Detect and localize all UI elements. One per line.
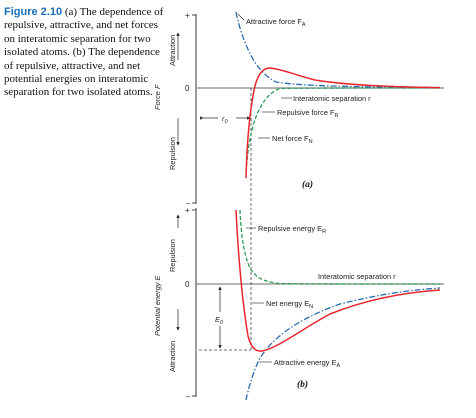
panel-b-repulsive-label: Repulsive energy ER: [258, 224, 326, 235]
panel-b-net-curve: [235, 209, 441, 352]
panel-a-repulsive-label: Repulsive force FR: [277, 108, 339, 119]
panel-b-attractive-label: Attractive energy EA: [274, 358, 340, 369]
panel-b-tick-zero: 0: [185, 280, 190, 289]
panel-b-tick-minus: –: [186, 392, 191, 401]
panel-b-energy: + 0 – Repulsion Attraction Potential ene…: [153, 206, 444, 401]
panel-a-tag: (a): [302, 179, 313, 190]
panel-a-tick-minus: –: [186, 199, 191, 208]
panel-b-attraction-label: Attraction: [168, 341, 177, 372]
caption-text: (a) The dependence of repulsive, attract…: [4, 6, 164, 99]
panel-b-repulsion-label: Repulsion: [168, 239, 177, 272]
figure-caption: Figure 2.10 (a) The dependence of repuls…: [4, 6, 164, 100]
panel-a-tick-zero: 0: [185, 84, 190, 93]
panel-b-tag: (b): [297, 379, 308, 390]
panel-b-energy-axis-label: Potential energy E: [153, 276, 162, 336]
panel-a-force-axis-label: Force F: [153, 84, 162, 110]
panel-a-net-curve: [245, 67, 441, 179]
panel-b-x-axis-label: Interatomic separation r: [318, 272, 396, 281]
panel-b-e0-label: E0: [215, 315, 224, 326]
panel-b-attractive-curve: [245, 287, 441, 401]
panel-a-attraction-label: Attraction: [168, 35, 177, 66]
figure-number: Figure 2.10: [4, 6, 63, 18]
panel-b-net-label: Net energy EN: [266, 299, 313, 310]
panel-a-force: + 0 – Attraction Repulsion Force F r0 At…: [153, 11, 444, 210]
panel-a-tick-plus: +: [185, 11, 190, 20]
panel-a-x-axis-label: Interatomic separation r: [293, 94, 371, 103]
panel-a-net-label: Net force FN: [272, 134, 313, 145]
panel-b-tick-plus: +: [185, 206, 190, 215]
panel-a-attractive-curve: [235, 11, 441, 89]
panel-a-attractive-label: Attractive force FA: [246, 17, 306, 28]
panel-a-repulsive-curve: [245, 87, 441, 173]
panel-a-repulsion-label: Repulsion: [168, 137, 177, 170]
panel-b-repulsive-curve: [239, 209, 441, 285]
panel-a-r0-label: r0: [222, 114, 228, 125]
